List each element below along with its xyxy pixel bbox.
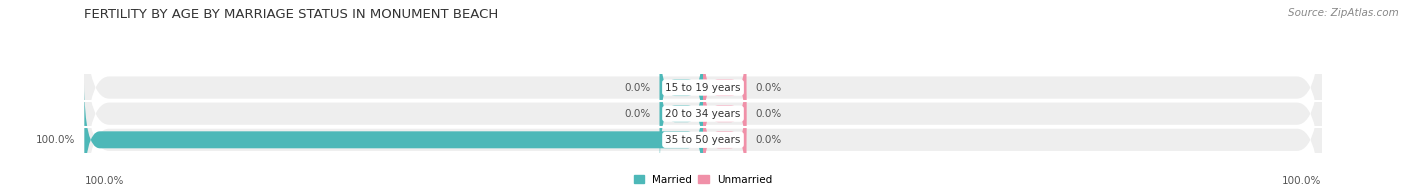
Text: 0.0%: 0.0% bbox=[624, 83, 651, 93]
FancyBboxPatch shape bbox=[703, 31, 747, 144]
FancyBboxPatch shape bbox=[84, 46, 1322, 196]
FancyBboxPatch shape bbox=[84, 83, 703, 196]
Text: 100.0%: 100.0% bbox=[1282, 176, 1322, 186]
FancyBboxPatch shape bbox=[703, 83, 747, 196]
Text: 35 to 50 years: 35 to 50 years bbox=[665, 135, 741, 145]
FancyBboxPatch shape bbox=[84, 20, 1322, 196]
Text: 20 to 34 years: 20 to 34 years bbox=[665, 109, 741, 119]
Text: Source: ZipAtlas.com: Source: ZipAtlas.com bbox=[1288, 8, 1399, 18]
FancyBboxPatch shape bbox=[703, 57, 747, 171]
Text: 100.0%: 100.0% bbox=[84, 176, 124, 186]
Text: 0.0%: 0.0% bbox=[755, 135, 782, 145]
Text: FERTILITY BY AGE BY MARRIAGE STATUS IN MONUMENT BEACH: FERTILITY BY AGE BY MARRIAGE STATUS IN M… bbox=[84, 8, 499, 21]
FancyBboxPatch shape bbox=[659, 31, 703, 144]
Legend: Married, Unmarried: Married, Unmarried bbox=[630, 171, 776, 189]
Text: 15 to 19 years: 15 to 19 years bbox=[665, 83, 741, 93]
FancyBboxPatch shape bbox=[659, 57, 703, 171]
FancyBboxPatch shape bbox=[84, 0, 1322, 181]
Text: 0.0%: 0.0% bbox=[624, 109, 651, 119]
Text: 0.0%: 0.0% bbox=[755, 83, 782, 93]
Text: 0.0%: 0.0% bbox=[755, 109, 782, 119]
Text: 100.0%: 100.0% bbox=[35, 135, 75, 145]
